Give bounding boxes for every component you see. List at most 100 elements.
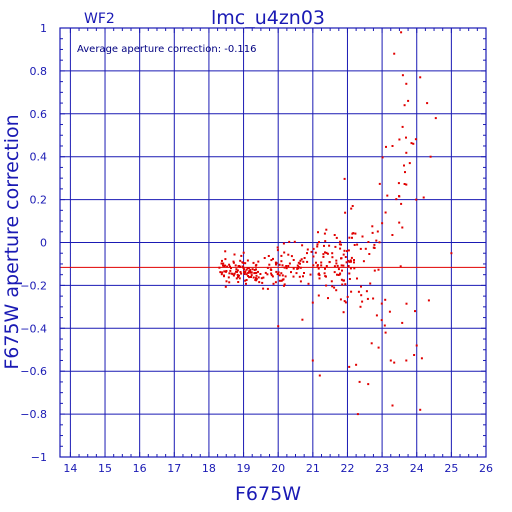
data-point	[281, 264, 284, 267]
data-point	[338, 273, 341, 276]
data-point	[238, 265, 241, 267]
x-tick-label: 20	[271, 462, 285, 475]
data-point	[306, 260, 309, 263]
data-point	[249, 270, 252, 273]
data-point	[344, 283, 347, 286]
data-point	[344, 256, 347, 258]
data-point	[364, 247, 367, 250]
data-point	[353, 259, 355, 261]
data-point	[296, 264, 299, 267]
data-point	[235, 268, 238, 271]
data-point	[248, 276, 251, 279]
data-point	[380, 319, 383, 322]
data-point	[278, 263, 281, 266]
data-point	[356, 243, 359, 246]
data-point	[236, 269, 239, 272]
data-point	[360, 285, 362, 288]
data-point	[391, 145, 394, 147]
data-point	[405, 302, 408, 305]
data-point	[280, 272, 283, 275]
data-point	[371, 225, 374, 228]
data-point	[350, 256, 353, 259]
data-point	[342, 279, 345, 282]
data-point	[345, 261, 348, 264]
data-point	[356, 277, 358, 280]
data-point	[270, 269, 273, 271]
data-point	[224, 285, 227, 288]
y-tick-label: −0.4	[20, 322, 47, 335]
panel-label: WF2	[84, 11, 115, 27]
data-point	[221, 271, 224, 274]
data-point	[420, 357, 423, 360]
data-point	[375, 239, 378, 242]
data-point	[298, 275, 301, 278]
data-point	[237, 281, 240, 283]
data-point	[246, 267, 249, 270]
data-point	[245, 282, 247, 285]
data-point	[240, 272, 243, 275]
data-point	[225, 270, 227, 273]
data-point	[222, 262, 225, 265]
data-point	[337, 268, 340, 271]
data-point	[400, 31, 403, 34]
data-point	[369, 282, 372, 285]
data-point	[401, 321, 404, 324]
data-point	[348, 278, 351, 280]
data-point	[340, 257, 342, 260]
data-point	[292, 275, 295, 278]
data-point	[340, 243, 342, 246]
data-point	[255, 268, 257, 271]
x-tick-label: 21	[306, 462, 320, 475]
data-point	[383, 324, 386, 327]
data-point	[375, 314, 378, 317]
data-point	[311, 301, 314, 304]
data-point	[339, 298, 342, 301]
data-point	[220, 262, 223, 265]
x-tick-label: 23	[375, 462, 389, 475]
data-point	[272, 257, 274, 260]
data-point	[255, 277, 258, 280]
data-point	[331, 252, 334, 255]
data-point	[385, 145, 387, 148]
data-point	[340, 264, 343, 267]
data-point	[335, 262, 338, 265]
data-point	[347, 265, 350, 267]
data-point	[413, 354, 416, 356]
y-tick-label: 0	[40, 237, 47, 250]
data-point	[246, 259, 249, 262]
data-point	[401, 74, 404, 77]
data-point	[299, 259, 302, 262]
data-point	[272, 282, 275, 285]
data-point	[223, 274, 225, 277]
x-tick-label: 22	[340, 462, 354, 475]
data-point	[255, 279, 258, 282]
data-point	[222, 264, 224, 267]
grid	[60, 28, 486, 457]
data-point	[243, 273, 246, 275]
data-point	[283, 283, 286, 286]
data-point	[290, 271, 292, 274]
y-tick-label: −1	[31, 451, 47, 464]
data-point	[251, 268, 254, 271]
data-point	[338, 243, 341, 246]
data-point	[283, 251, 286, 254]
data-point	[349, 259, 352, 262]
data-point	[245, 279, 248, 281]
y-tick-label: 0.8	[30, 65, 48, 78]
data-point	[355, 363, 358, 366]
data-point	[335, 259, 338, 262]
data-point	[292, 259, 295, 261]
data-point	[326, 252, 329, 255]
data-point	[232, 261, 235, 264]
data-point	[245, 273, 248, 276]
data-point	[249, 268, 252, 271]
data-point	[299, 266, 302, 269]
data-point	[360, 294, 363, 297]
data-point	[293, 240, 296, 243]
data-point	[414, 310, 416, 313]
data-point	[242, 262, 245, 264]
data-point	[261, 281, 264, 284]
data-point	[343, 249, 346, 252]
data-point	[277, 325, 280, 328]
data-point	[373, 243, 376, 246]
